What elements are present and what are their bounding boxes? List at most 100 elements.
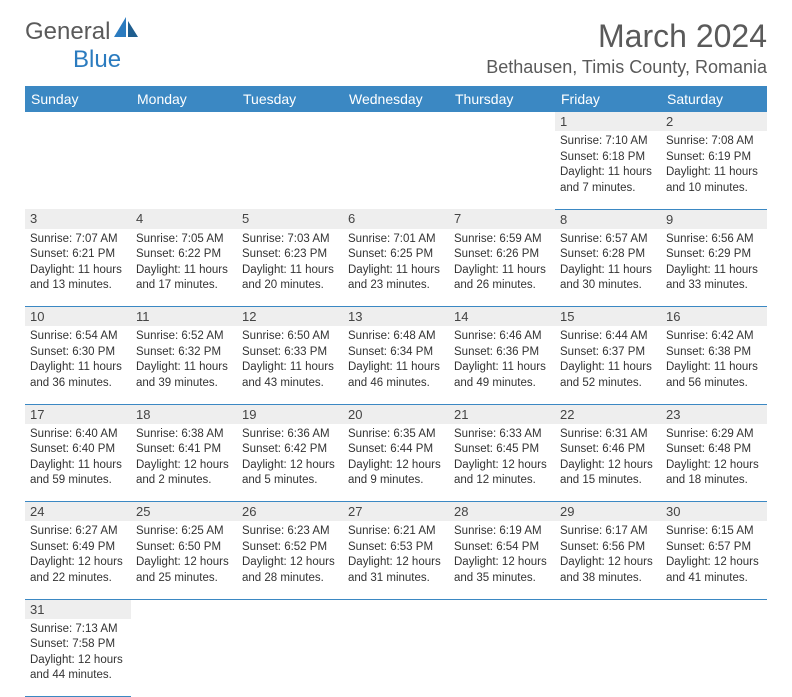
day-cell [343,619,449,697]
day-number: 17 [25,404,131,424]
day-cell [131,131,237,209]
day-cell: Sunrise: 7:08 AMSunset: 6:19 PMDaylight:… [661,131,767,209]
day-number [25,112,131,131]
header: GeneralBlue March 2024 Bethausen, Timis … [25,18,767,78]
day-number: 10 [25,307,131,327]
day-content-row: Sunrise: 7:10 AMSunset: 6:18 PMDaylight:… [25,131,767,209]
day-number: 4 [131,209,237,229]
day-cell: Sunrise: 7:05 AMSunset: 6:22 PMDaylight:… [131,229,237,307]
day-cell: Sunrise: 6:36 AMSunset: 6:42 PMDaylight:… [237,424,343,502]
day-number-row: 10111213141516 [25,307,767,327]
sun-info: Sunrise: 7:03 AMSunset: 6:23 PMDaylight:… [242,232,338,294]
day-number [237,599,343,619]
day-cell [237,131,343,209]
sun-info: Sunrise: 6:56 AMSunset: 6:29 PMDaylight:… [666,232,762,294]
weekday-header: Thursday [449,86,555,112]
day-cell [131,619,237,697]
day-number [131,599,237,619]
day-content-row: Sunrise: 7:13 AMSunset: 7:58 PMDaylight:… [25,619,767,697]
page-title: March 2024 [486,18,767,55]
sun-info: Sunrise: 6:35 AMSunset: 6:44 PMDaylight:… [348,427,444,489]
day-number: 16 [661,307,767,327]
sun-info: Sunrise: 6:38 AMSunset: 6:41 PMDaylight:… [136,427,232,489]
day-number: 19 [237,404,343,424]
day-number: 27 [343,502,449,522]
sun-info: Sunrise: 7:01 AMSunset: 6:25 PMDaylight:… [348,232,444,294]
sun-info: Sunrise: 7:05 AMSunset: 6:22 PMDaylight:… [136,232,232,294]
sun-info: Sunrise: 6:59 AMSunset: 6:26 PMDaylight:… [454,232,550,294]
day-number-row: 17181920212223 [25,404,767,424]
day-cell [449,131,555,209]
day-cell: Sunrise: 6:29 AMSunset: 6:48 PMDaylight:… [661,424,767,502]
sun-info: Sunrise: 6:23 AMSunset: 6:52 PMDaylight:… [242,524,338,586]
day-number: 21 [449,404,555,424]
day-cell: Sunrise: 7:10 AMSunset: 6:18 PMDaylight:… [555,131,661,209]
day-cell: Sunrise: 6:50 AMSunset: 6:33 PMDaylight:… [237,326,343,404]
sun-info: Sunrise: 6:31 AMSunset: 6:46 PMDaylight:… [560,427,656,489]
day-number: 22 [555,404,661,424]
day-cell: Sunrise: 7:07 AMSunset: 6:21 PMDaylight:… [25,229,131,307]
sun-info: Sunrise: 6:33 AMSunset: 6:45 PMDaylight:… [454,427,550,489]
day-cell: Sunrise: 7:03 AMSunset: 6:23 PMDaylight:… [237,229,343,307]
sun-info: Sunrise: 6:57 AMSunset: 6:28 PMDaylight:… [560,232,656,294]
weekday-header: Monday [131,86,237,112]
day-number: 1 [555,112,661,131]
day-cell [555,619,661,697]
day-number: 8 [555,209,661,229]
day-cell: Sunrise: 7:13 AMSunset: 7:58 PMDaylight:… [25,619,131,697]
day-number: 29 [555,502,661,522]
sun-info: Sunrise: 7:10 AMSunset: 6:18 PMDaylight:… [560,134,656,196]
day-number: 25 [131,502,237,522]
day-content-row: Sunrise: 6:54 AMSunset: 6:30 PMDaylight:… [25,326,767,404]
day-number: 9 [661,209,767,229]
sun-info: Sunrise: 7:13 AMSunset: 7:58 PMDaylight:… [30,622,126,684]
logo: GeneralBlue [25,18,142,74]
day-cell: Sunrise: 6:46 AMSunset: 6:36 PMDaylight:… [449,326,555,404]
day-number: 7 [449,209,555,229]
day-number: 6 [343,209,449,229]
day-number [343,599,449,619]
logo-sail-icon [112,15,142,39]
location-text: Bethausen, Timis County, Romania [486,57,767,78]
day-cell: Sunrise: 6:52 AMSunset: 6:32 PMDaylight:… [131,326,237,404]
day-number [343,112,449,131]
day-cell: Sunrise: 6:48 AMSunset: 6:34 PMDaylight:… [343,326,449,404]
day-number-row: 24252627282930 [25,502,767,522]
day-number: 13 [343,307,449,327]
sun-info: Sunrise: 6:44 AMSunset: 6:37 PMDaylight:… [560,329,656,391]
sun-info: Sunrise: 6:46 AMSunset: 6:36 PMDaylight:… [454,329,550,391]
day-number: 26 [237,502,343,522]
day-number: 15 [555,307,661,327]
day-cell: Sunrise: 6:33 AMSunset: 6:45 PMDaylight:… [449,424,555,502]
weekday-header: Friday [555,86,661,112]
day-cell [343,131,449,209]
day-cell: Sunrise: 6:23 AMSunset: 6:52 PMDaylight:… [237,521,343,599]
weekday-header: Sunday [25,86,131,112]
day-cell: Sunrise: 6:25 AMSunset: 6:50 PMDaylight:… [131,521,237,599]
sun-info: Sunrise: 6:25 AMSunset: 6:50 PMDaylight:… [136,524,232,586]
day-number: 12 [237,307,343,327]
day-cell: Sunrise: 6:31 AMSunset: 6:46 PMDaylight:… [555,424,661,502]
day-number: 18 [131,404,237,424]
day-number: 14 [449,307,555,327]
day-number: 11 [131,307,237,327]
day-cell: Sunrise: 7:01 AMSunset: 6:25 PMDaylight:… [343,229,449,307]
logo-text-blue: Blue [73,46,121,73]
day-number: 5 [237,209,343,229]
sun-info: Sunrise: 6:50 AMSunset: 6:33 PMDaylight:… [242,329,338,391]
sun-info: Sunrise: 7:07 AMSunset: 6:21 PMDaylight:… [30,232,126,294]
day-cell [237,619,343,697]
day-number: 2 [661,112,767,131]
sun-info: Sunrise: 6:21 AMSunset: 6:53 PMDaylight:… [348,524,444,586]
logo-text-gen: Genera [25,18,105,45]
day-number-row: 12 [25,112,767,131]
day-content-row: Sunrise: 7:07 AMSunset: 6:21 PMDaylight:… [25,229,767,307]
day-content-row: Sunrise: 6:27 AMSunset: 6:49 PMDaylight:… [25,521,767,599]
day-number: 28 [449,502,555,522]
day-cell: Sunrise: 6:44 AMSunset: 6:37 PMDaylight:… [555,326,661,404]
day-cell: Sunrise: 6:17 AMSunset: 6:56 PMDaylight:… [555,521,661,599]
sun-info: Sunrise: 6:29 AMSunset: 6:48 PMDaylight:… [666,427,762,489]
day-cell: Sunrise: 6:27 AMSunset: 6:49 PMDaylight:… [25,521,131,599]
sun-info: Sunrise: 6:40 AMSunset: 6:40 PMDaylight:… [30,427,126,489]
day-cell [449,619,555,697]
